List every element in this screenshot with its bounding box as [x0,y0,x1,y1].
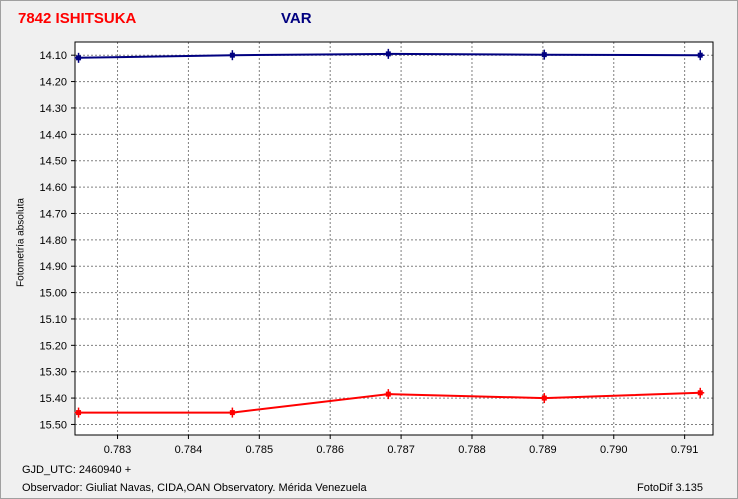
series-2-point [696,387,705,398]
series-1-point [384,48,393,59]
series-1-point [696,50,705,61]
gjd-label: GJD_UTC: 2460940 + [22,464,132,476]
y-tick-label: 14.30 [39,103,67,115]
y-tick-label: 14.10 [39,50,67,62]
y-tick-label: 15.10 [39,314,67,326]
plot-area [75,42,713,435]
x-tick-label: 0.783 [104,444,132,456]
y-tick-label: 15.00 [39,288,67,300]
y-tick-label: 15.40 [39,393,67,405]
observer-label: Observador: Giuliat Navas, CIDA,OAN Obse… [22,482,367,494]
x-tick-label: 0.790 [600,444,628,456]
software-version: FotoDif 3.135 [637,482,704,494]
y-tick-label: 14.40 [39,129,67,141]
y-tick-label: 15.30 [39,367,67,379]
x-tick-label: 0.786 [316,444,344,456]
x-tick-label: 0.787 [387,444,415,456]
plot-border [74,41,714,436]
y-tick-label: 14.90 [39,261,67,273]
grid-layer [75,42,713,435]
y-tick-label: 14.20 [39,77,67,89]
x-tick-label: 0.785 [246,444,274,456]
y-tick-label: 14.60 [39,182,67,194]
y-tick-label: 14.80 [39,235,67,247]
x-tick-label: 0.784 [175,444,203,456]
series-layer [74,48,705,418]
x-tick-label: 0.788 [458,444,486,456]
y-tick-label: 14.50 [39,156,67,168]
series-1-point [540,49,549,60]
series-2-point [384,389,393,400]
series-label-title: VAR [281,10,312,27]
y-tick-label: 15.50 [39,419,67,431]
y-tick-label: 15.20 [39,340,67,352]
axes-layer: 14.10 14.20 14.30 14.40 14.50 14.60 14.70 14.80… [39,41,714,456]
series-2-point [74,407,83,418]
x-tick-label: 0.791 [671,444,699,456]
object-name-title: 7842 ISHITSUKA [18,10,137,27]
series-2-point [228,407,237,418]
series-1-point [228,50,237,61]
x-tick-label: 0.789 [529,444,557,456]
series-2-point [540,393,549,404]
y-tick-label: 14.70 [39,208,67,220]
series-1-point [74,52,83,63]
